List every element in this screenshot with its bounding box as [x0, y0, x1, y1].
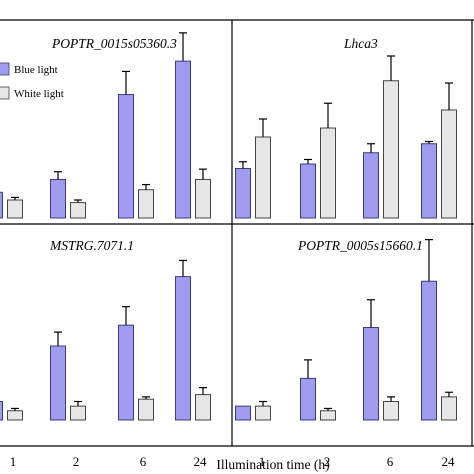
bar-p3-blue-1h — [0, 401, 3, 421]
x-tick-right-2: 2 — [324, 454, 331, 469]
legend-label-white: White light — [14, 88, 64, 100]
bar-p4-blue-1h — [235, 405, 251, 421]
bar-p4-blue-24h — [421, 280, 437, 421]
bar-p1-blue-24h — [175, 60, 191, 219]
bar-p2-white-1h — [255, 136, 271, 219]
bars-layer — [0, 32, 457, 421]
bar-p3-white-24h — [195, 394, 211, 421]
x-tick-left-1: 1 — [10, 454, 17, 469]
bar-p4-white-24h — [441, 396, 457, 421]
panel-title-4: POPTR_0005s15660.1 — [297, 238, 423, 253]
bar-p2-white-24h — [441, 109, 457, 219]
bar-p1-white-6h — [138, 189, 154, 219]
bar-p2-blue-6h — [363, 152, 379, 219]
bar-p2-white-6h — [383, 80, 399, 219]
bar-p3-white-1h — [7, 410, 23, 421]
bar-p4-white-1h — [255, 405, 271, 421]
bar-p3-blue-6h — [118, 324, 134, 421]
bar-p3-white-2h — [70, 405, 86, 421]
bar-p4-blue-2h — [300, 377, 316, 421]
x-tick-right-3: 6 — [387, 454, 394, 469]
panel-title-1: POPTR_0015s05360.3 — [51, 36, 177, 51]
x-axis-label: Illumination time (h) — [216, 457, 329, 472]
bar-p3-white-6h — [138, 398, 154, 421]
legend-swatch-white — [0, 86, 10, 100]
x-tick-left-4: 24 — [194, 454, 208, 469]
bar-p4-white-6h — [383, 401, 399, 421]
x-tick-right-4: 24 — [442, 454, 456, 469]
bar-p1-blue-1h — [0, 191, 3, 219]
x-tick-left-3: 6 — [140, 454, 147, 469]
legend: Blue light White light — [0, 62, 64, 100]
bar-p2-blue-1h — [235, 168, 251, 219]
bar-p3-blue-24h — [175, 276, 191, 421]
panel-title-2: Lhca3 — [343, 36, 378, 51]
bar-p2-blue-2h — [300, 163, 316, 219]
legend-label-blue: Blue light — [14, 64, 58, 76]
bar-p1-white-1h — [7, 199, 23, 219]
bar-p1-white-2h — [70, 202, 86, 219]
bar-p2-blue-24h — [421, 143, 437, 219]
panel-title-3: MSTRG.7071.1 — [49, 238, 134, 253]
bar-p4-white-2h — [320, 410, 336, 421]
x-tick-left-2: 2 — [73, 454, 80, 469]
bar-p3-blue-2h — [50, 345, 66, 421]
bar-p4-blue-6h — [363, 327, 379, 421]
bar-p2-white-2h — [320, 127, 336, 219]
bar-p1-blue-2h — [50, 178, 66, 219]
bar-p1-blue-6h — [118, 94, 134, 219]
legend-swatch-blue — [0, 62, 10, 76]
bar-p1-white-24h — [195, 178, 211, 219]
x-tick-right-1: 1 — [259, 454, 266, 469]
